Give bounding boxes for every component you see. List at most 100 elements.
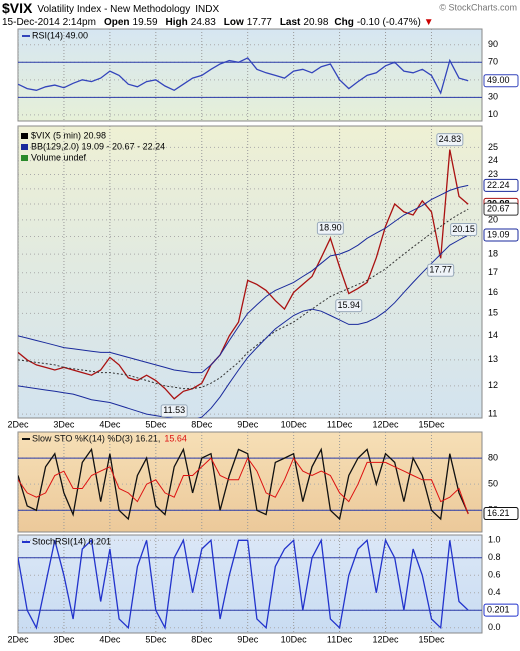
x-tick-label: 12Dec: [373, 419, 400, 429]
quote-line: 15-Dec-2014 2:14pm Open 19.59 High 24.83 Low 1…: [2, 17, 434, 28]
legend-text: BB(129,2.0) 19.09 - 20.67 - 22.24: [31, 141, 165, 151]
value-tag: 19.09: [487, 229, 510, 239]
value-tag-box: [483, 603, 519, 617]
x-tick-label: 4Dec: [99, 419, 121, 429]
copyright: © StockCharts.com: [439, 2, 517, 12]
y-tick-label: 16: [488, 287, 498, 297]
series-line: [18, 208, 469, 390]
x-tick-label: 10Dec: [281, 634, 308, 644]
quote-label: Low: [224, 17, 244, 28]
series-line: [18, 234, 469, 418]
x-tick-label: 9Dec: [237, 634, 259, 644]
value-tag: 16.21: [487, 508, 510, 518]
legend-text: RSI(14) 49.00: [32, 30, 88, 40]
value-tag: 22.24: [487, 180, 510, 190]
y-tick-label: 17: [488, 267, 498, 277]
quote-label: High: [166, 17, 188, 28]
date: 15-Dec-2014 2:14pm: [2, 17, 96, 28]
series-line: [18, 184, 469, 374]
legend-text: $VIX (5 min) 20.98: [31, 130, 106, 140]
series-line: [18, 538, 469, 630]
y-tick-label: 0.6: [488, 570, 501, 580]
y-tick-label: 11: [488, 409, 497, 419]
annotation-box: [335, 299, 363, 313]
value-tag: 49.00: [487, 75, 510, 85]
quote-value: 17.77: [247, 17, 272, 28]
series-line: [18, 57, 469, 95]
chg: -0.10 (-0.47%): [357, 17, 421, 28]
y-tick-label: 80: [488, 452, 498, 462]
x-tick-label: 4Dec: [99, 634, 121, 644]
x-tick-label: 8Dec: [191, 419, 213, 429]
y-tick-label: 10: [488, 109, 498, 119]
quote-value: 19.59: [133, 17, 158, 28]
value-tag: 20.67: [487, 204, 510, 214]
y-tick-label: 25: [488, 142, 498, 152]
x-tick-label: 2Dec: [7, 634, 29, 644]
annotation: 24.83: [439, 134, 462, 144]
series-line: [18, 447, 469, 521]
value-tag: 0.201: [487, 605, 510, 615]
value-tag-box: [483, 74, 519, 88]
y-tick-label: 0.8: [488, 552, 501, 562]
x-tick-label: 15Dec: [418, 419, 445, 429]
value-tag-box: [483, 202, 519, 216]
x-tick-label: 11Dec: [327, 634, 353, 644]
quote-label: Last: [280, 17, 301, 28]
legend-text: 15.64: [164, 433, 187, 443]
y-tick-label: 1.0: [488, 535, 501, 545]
chg-label: Chg: [334, 17, 353, 28]
x-tick-label: 12Dec: [373, 634, 400, 644]
y-tick-label: 90: [488, 39, 498, 49]
y-tick-label: 15: [488, 308, 498, 318]
annotation-box: [436, 133, 464, 147]
y-tick-label: 0.0: [488, 622, 501, 632]
series-line: [18, 457, 469, 515]
x-tick-label: 9Dec: [237, 419, 259, 429]
y-tick-label: 50: [488, 479, 498, 489]
y-tick-label: 0.4: [488, 587, 501, 597]
y-tick-label: 30: [488, 92, 498, 102]
x-tick-label: 11Dec: [327, 419, 353, 429]
series-line: [18, 149, 469, 400]
panel-plot: [18, 29, 482, 121]
y-tick-label: 13: [488, 354, 498, 364]
annotation: 11.53: [163, 405, 185, 415]
legend-swatch: [21, 144, 28, 150]
symbol: $VIX: [2, 0, 33, 16]
annotation: 20.15: [452, 224, 475, 234]
y-tick-label: 20: [488, 214, 498, 224]
annotation-box: [160, 404, 188, 418]
annotation: 17.77: [429, 265, 452, 275]
value-tag-box: [483, 178, 519, 192]
y-tick-label: 18: [488, 248, 498, 258]
annotation-box: [450, 222, 478, 236]
quote-label: Open: [104, 17, 130, 28]
panel-background: [17, 28, 483, 122]
y-tick-label: 23: [488, 169, 498, 179]
legend-text: Slow STO %K(14) %D(3) 16.21,: [32, 433, 160, 443]
x-tick-label: 15Dec: [418, 634, 445, 644]
down-arrow: ▼: [424, 17, 434, 28]
annotation: 15.94: [338, 300, 361, 310]
panel-background: [17, 534, 483, 634]
x-tick-label: 8Dec: [191, 634, 213, 644]
y-tick-label: 24: [488, 155, 498, 165]
value-tag-box: [483, 507, 519, 521]
annotation-box: [316, 221, 344, 235]
name: Volatility Index - New Methodology: [37, 4, 190, 15]
annotation: 18.90: [319, 223, 342, 233]
x-tick-label: 5Dec: [145, 419, 167, 429]
quote-value: 24.83: [191, 17, 216, 28]
header-line: $VIX Volatility Index - New Methodology IN…: [2, 0, 219, 16]
panel-background: [17, 431, 483, 533]
x-tick-label: 2Dec: [7, 419, 29, 429]
panel-plot: [18, 126, 482, 418]
x-tick-label: 3Dec: [53, 634, 75, 644]
x-tick-label: 5Dec: [145, 634, 167, 644]
x-tick-label: 10Dec: [281, 419, 308, 429]
quote-value: 20.98: [303, 17, 328, 28]
y-tick-label: 14: [488, 330, 498, 340]
x-tick-label: 3Dec: [53, 419, 75, 429]
